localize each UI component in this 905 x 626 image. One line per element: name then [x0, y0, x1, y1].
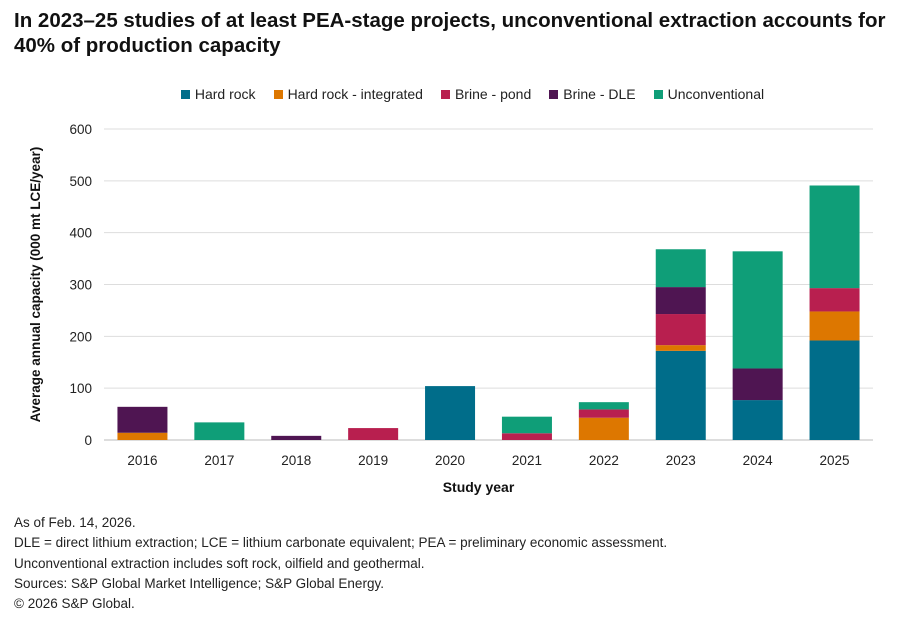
legend-label: Hard rock	[194, 86, 256, 102]
legend-item: Hard rock	[180, 86, 256, 102]
legend-swatch	[653, 89, 663, 99]
bar-segment-brine-dle-2023	[655, 287, 706, 315]
bar-segment-brine-dle-2018	[271, 435, 322, 440]
x-axis-title: Study year	[443, 479, 515, 495]
x-tick-label: 2020	[435, 453, 465, 468]
x-tick-label: 2024	[743, 453, 774, 468]
legend: Hard rock Hard rock - integrated Brine - p…	[0, 86, 905, 102]
note-sources: Sources: S&P Global Market Intelligence;…	[14, 575, 384, 591]
y-tick-label: 500	[69, 174, 92, 189]
x-tick-label: 2018	[281, 453, 311, 468]
bar-segment-unconventional-2021	[501, 416, 552, 434]
bar-segment-hard-rock-integrated-2022	[578, 417, 629, 440]
bar-segment-hard-rock-2023	[655, 350, 706, 440]
legend-label: Brine - DLE	[563, 86, 636, 102]
y-tick-label: 100	[69, 381, 92, 396]
bar-segment-hard-rock-2024	[732, 400, 783, 440]
x-tick-label: 2023	[666, 453, 696, 468]
bar-segment-brine-pond-2022	[578, 409, 629, 418]
y-tick-label: 300	[69, 278, 92, 293]
y-tick-label: 200	[69, 329, 92, 344]
legend-item: Unconventional	[653, 86, 765, 102]
bar-segment-brine-pond-2019	[348, 428, 399, 440]
legend-swatch	[180, 89, 190, 99]
bar-segment-hard-rock-2020	[425, 386, 476, 440]
bar-segment-brine-dle-2016	[117, 406, 168, 433]
x-tick-label: 2025	[820, 453, 850, 468]
footnotes: As of Feb. 14, 2026. DLE = direct lithiu…	[14, 513, 667, 614]
note-copyright: © 2026 S&P Global.	[14, 596, 135, 612]
legend-item: Brine - DLE	[549, 86, 636, 102]
legend-swatch	[273, 89, 283, 99]
bar-segment-brine-dle-2024	[732, 368, 783, 401]
legend-label: Unconventional	[667, 86, 765, 102]
legend-swatch	[440, 89, 450, 99]
y-tick-label: 600	[69, 122, 92, 137]
bar-segment-brine-pond-2021	[501, 433, 552, 440]
legend-label: Brine - pond	[454, 86, 532, 102]
x-tick-label: 2022	[589, 453, 619, 468]
x-tick-label: 2016	[127, 453, 157, 468]
bar-segment-unconventional-2025	[809, 185, 860, 289]
bar-segment-hard-rock-2025	[809, 340, 860, 440]
bar-segment-hard-rock-integrated-2016	[117, 432, 168, 440]
chart-title: In 2023–25 studies of at least PEA-stage…	[14, 9, 886, 57]
legend-label: Hard rock - integrated	[287, 86, 423, 102]
bar-segment-brine-pond-2025	[809, 288, 860, 312]
y-tick-label: 400	[69, 226, 92, 241]
bar-segment-unconventional-2017	[194, 422, 245, 440]
legend-swatch	[549, 89, 559, 99]
y-axis-title: Average annual capacity (000 mt LCE/year…	[28, 147, 43, 423]
bar-segment-unconventional-2023	[655, 249, 706, 288]
x-tick-label: 2021	[512, 453, 542, 468]
legend-item: Hard rock - integrated	[273, 86, 423, 102]
y-tick-label: 0	[84, 433, 92, 448]
bar-segment-brine-pond-2023	[655, 314, 706, 346]
bar-segment-hard-rock-integrated-2023	[655, 345, 706, 351]
bar-segment-unconventional-2024	[732, 251, 783, 369]
chart-plot: 0 100 200 300 400 500 600 2016 2017 2018 2019 2020 2…	[28, 122, 873, 495]
x-tick-label: 2017	[204, 453, 234, 468]
note-abbreviations: DLE = direct lithium extraction; LCE = l…	[14, 535, 668, 551]
x-tick-label: 2019	[358, 453, 388, 468]
note-unconventional: Unconventional extraction includes soft …	[14, 555, 425, 571]
bar-segment-hard-rock-integrated-2025	[809, 311, 860, 341]
bar-segment-unconventional-2022	[578, 402, 629, 410]
legend-item: Brine - pond	[440, 86, 532, 102]
note-date: As of Feb. 14, 2026.	[14, 515, 136, 530]
